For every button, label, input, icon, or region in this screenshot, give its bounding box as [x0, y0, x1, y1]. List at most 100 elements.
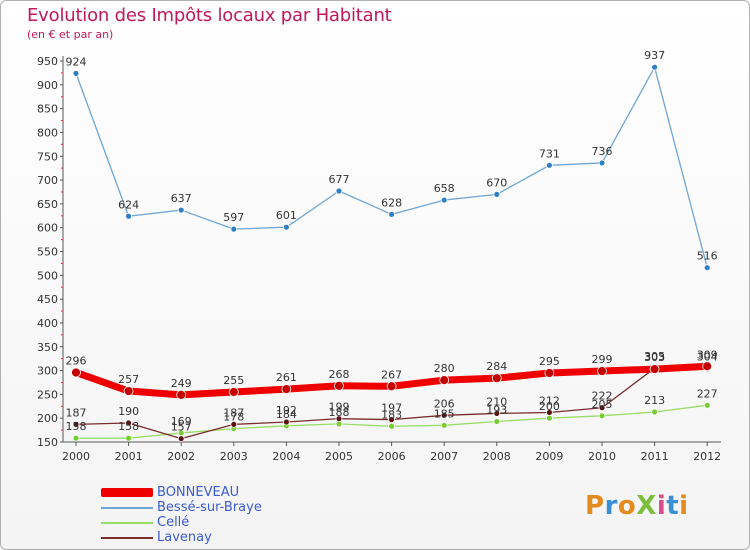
data-label-celle: 183: [381, 408, 402, 421]
data-point-besse-sur-braye: [598, 159, 606, 167]
y-tick-label: 750: [37, 150, 58, 163]
data-label-celle: 213: [644, 394, 665, 407]
data-label-celle: 184: [276, 408, 297, 421]
data-label-celle: 205: [592, 398, 613, 411]
data-label-lavenay: 212: [539, 394, 560, 407]
data-point-celle: [493, 418, 501, 425]
data-label-bonneveau: 299: [592, 353, 613, 366]
data-point-lavenay: [493, 410, 501, 417]
legend-label-besse-sur-braye: Bessé-sur-Braye: [157, 500, 262, 515]
data-label-celle: 158: [118, 420, 139, 433]
x-tick-label: 2006: [378, 450, 406, 463]
data-point-besse-sur-braye: [125, 212, 132, 220]
data-point-bonneveau: [702, 361, 713, 372]
data-label-bonneveau: 268: [329, 368, 350, 381]
x-tick-label: 2010: [588, 450, 616, 463]
logo-letter: r: [604, 491, 618, 521]
x-tick-label: 2002: [167, 450, 195, 463]
data-point-besse-sur-braye: [493, 190, 501, 198]
data-label-lavenay: 187: [223, 406, 244, 419]
x-tick-label: 2001: [115, 450, 143, 463]
data-label-celle: 193: [486, 404, 507, 417]
data-label-bonneveau: 261: [276, 371, 297, 384]
data-point-besse-sur-braye: [440, 196, 448, 204]
data-point-bonneveau: [123, 386, 134, 396]
data-point-lavenay: [388, 416, 396, 424]
y-tick-label: 550: [37, 246, 58, 259]
y-tick-label: 850: [37, 103, 58, 116]
data-point-bonneveau: [386, 381, 397, 392]
y-tick-label: 300: [37, 365, 58, 378]
data-label-lavenay: 197: [381, 402, 402, 415]
data-point-lavenay: [125, 419, 132, 427]
chart-subtitle: (en € et par an): [27, 28, 114, 41]
data-label-bonneveau: 295: [539, 355, 560, 368]
data-label-besse-sur-braye: 670: [486, 176, 507, 189]
data-point-celle: [703, 401, 711, 409]
data-point-celle: [440, 421, 448, 429]
y-tick-label: 200: [37, 412, 58, 425]
data-label-bonneveau: 255: [223, 374, 244, 387]
proxiti-logo: ProXiti: [585, 491, 689, 521]
data-label-celle: 178: [223, 411, 244, 424]
y-tick-label: 800: [37, 126, 58, 139]
y-tick-label: 500: [37, 269, 58, 282]
data-label-besse-sur-braye: 924: [66, 55, 87, 68]
logo-letter: t: [666, 491, 680, 521]
data-label-celle: 185: [434, 407, 455, 420]
x-tick-label: 2012: [693, 450, 721, 463]
data-point-lavenay: [230, 420, 238, 428]
data-point-bonneveau: [71, 367, 81, 378]
data-label-bonneveau: 280: [434, 362, 455, 375]
data-label-lavenay: 187: [66, 406, 87, 419]
x-tick-label: 2007: [430, 450, 458, 463]
legend-label-bonneveau: BONNEVEAU: [157, 485, 240, 500]
data-point-besse-sur-braye: [72, 69, 80, 77]
data-label-celle: 200: [539, 400, 560, 413]
data-point-besse-sur-braye: [651, 63, 658, 71]
data-point-lavenay: [72, 420, 80, 428]
data-point-besse-sur-braye: [335, 187, 343, 195]
data-point-bonneveau: [176, 389, 187, 400]
data-label-lavenay: 304: [697, 351, 718, 364]
data-point-besse-sur-braye: [546, 161, 553, 169]
data-label-bonneveau: 296: [66, 354, 87, 367]
data-point-besse-sur-braye: [388, 210, 396, 218]
x-tick-label: 2011: [641, 450, 669, 463]
legend-item-lavenay: Lavenay: [101, 530, 262, 545]
data-point-besse-sur-braye: [177, 206, 185, 214]
data-label-besse-sur-braye: 937: [644, 49, 665, 62]
data-label-celle: 188: [329, 406, 350, 419]
data-point-lavenay: [177, 435, 185, 443]
data-label-lavenay: 199: [329, 401, 350, 414]
logo-letter: i: [656, 491, 667, 521]
legend-label-lavenay: Lavenay: [157, 530, 212, 545]
y-tick-label: 400: [37, 317, 58, 330]
data-point-celle: [72, 434, 80, 442]
legend-item-besse-sur-braye: Bessé-sur-Braye: [101, 500, 262, 515]
data-label-besse-sur-braye: 628: [381, 196, 402, 209]
x-tick-label: 2003: [220, 450, 248, 463]
data-point-besse-sur-braye: [282, 223, 290, 231]
data-point-lavenay: [440, 411, 448, 419]
y-tick-label: 900: [37, 79, 58, 92]
data-point-besse-sur-braye: [703, 264, 711, 272]
legend: BONNEVEAU Bessé-sur-Braye Cellé Lavenay: [101, 485, 262, 545]
data-point-bonneveau: [491, 373, 502, 384]
data-label-bonneveau: 303: [644, 351, 665, 364]
data-point-bonneveau: [649, 364, 660, 375]
data-label-lavenay: 210: [486, 395, 507, 408]
data-label-lavenay: 305: [644, 350, 665, 363]
data-point-celle: [388, 422, 396, 430]
legend-swatch-besse-sur-braye: [101, 506, 153, 509]
data-point-lavenay: [546, 409, 553, 416]
data-label-besse-sur-braye: 637: [171, 192, 192, 205]
chart-title: Evolution des Impôts locaux par Habitant: [27, 5, 392, 26]
data-point-bonneveau: [597, 366, 607, 376]
data-label-lavenay: 222: [592, 390, 613, 403]
logo-letter: X: [636, 491, 657, 521]
y-tick-label: 600: [37, 222, 58, 235]
series-line-besse-sur-braye: [75, 66, 708, 269]
data-point-lavenay: [335, 415, 343, 423]
